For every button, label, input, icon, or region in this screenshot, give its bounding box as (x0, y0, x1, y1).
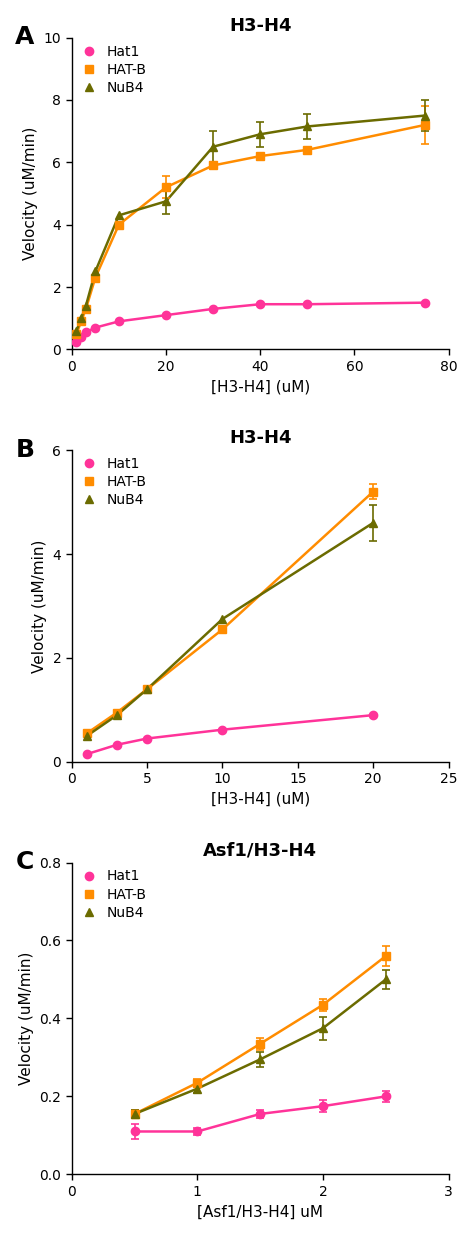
Hat1 (422, 295, 428, 310)
Y-axis label: Velocity (uM/min): Velocity (uM/min) (32, 539, 47, 672)
Hat1 (210, 302, 216, 316)
NuB4 (383, 971, 389, 986)
Line: HAT-B: HAT-B (82, 487, 377, 738)
HAT-B (92, 271, 98, 286)
NuB4 (304, 119, 310, 133)
Legend: Hat1, HAT-B, NuB4: Hat1, HAT-B, NuB4 (79, 869, 146, 920)
X-axis label: [H3-H4] (uM): [H3-H4] (uM) (210, 379, 310, 394)
HAT-B (422, 117, 428, 132)
HAT-B (257, 148, 263, 163)
NuB4 (114, 708, 120, 723)
NuB4 (257, 1052, 263, 1067)
Title: H3-H4: H3-H4 (229, 16, 292, 35)
HAT-B (83, 302, 89, 316)
HAT-B (194, 1075, 200, 1090)
Line: NuB4: NuB4 (73, 111, 429, 335)
NuB4 (116, 208, 122, 222)
HAT-B (84, 726, 90, 740)
X-axis label: [H3-H4] (uM): [H3-H4] (uM) (210, 792, 310, 807)
HAT-B (73, 326, 79, 341)
Title: H3-H4: H3-H4 (229, 429, 292, 447)
X-axis label: [Asf1/H3-H4] uM: [Asf1/H3-H4] uM (197, 1204, 323, 1220)
HAT-B (78, 314, 84, 329)
NuB4 (219, 612, 225, 627)
NuB4 (73, 324, 79, 339)
Line: HAT-B: HAT-B (73, 121, 429, 337)
HAT-B (304, 142, 310, 157)
Line: Hat1: Hat1 (130, 1093, 390, 1136)
NuB4 (163, 194, 169, 209)
Line: NuB4: NuB4 (130, 975, 390, 1119)
HAT-B (257, 1036, 263, 1051)
Title: Asf1/H3-H4: Asf1/H3-H4 (203, 842, 317, 859)
NuB4 (210, 140, 216, 154)
Hat1 (144, 732, 150, 747)
Legend: Hat1, HAT-B, NuB4: Hat1, HAT-B, NuB4 (79, 44, 146, 95)
Hat1 (83, 325, 89, 340)
Hat1 (132, 1124, 137, 1138)
Hat1 (163, 308, 169, 323)
Hat1 (257, 297, 263, 311)
NuB4 (257, 127, 263, 142)
Hat1 (92, 320, 98, 335)
Line: Hat1: Hat1 (73, 299, 429, 346)
Hat1 (320, 1099, 326, 1114)
Hat1 (257, 1106, 263, 1121)
NuB4 (78, 310, 84, 325)
NuB4 (194, 1082, 200, 1096)
Hat1 (116, 314, 122, 329)
Line: NuB4: NuB4 (82, 519, 377, 740)
HAT-B (132, 1106, 137, 1121)
HAT-B (114, 705, 120, 719)
HAT-B (320, 997, 326, 1012)
Hat1 (84, 747, 90, 761)
NuB4 (92, 265, 98, 279)
Text: A: A (15, 25, 35, 49)
Hat1 (194, 1124, 200, 1138)
Hat1 (219, 722, 225, 737)
Hat1 (114, 738, 120, 753)
NuB4 (132, 1106, 137, 1121)
Y-axis label: Velocity (uM/min): Velocity (uM/min) (23, 127, 38, 261)
HAT-B (383, 949, 389, 964)
HAT-B (144, 682, 150, 697)
NuB4 (83, 298, 89, 313)
Hat1 (78, 330, 84, 345)
HAT-B (219, 622, 225, 637)
Hat1 (304, 297, 310, 311)
NuB4 (320, 1021, 326, 1036)
Legend: Hat1, HAT-B, NuB4: Hat1, HAT-B, NuB4 (79, 457, 146, 507)
NuB4 (422, 109, 428, 124)
Line: HAT-B: HAT-B (130, 952, 390, 1119)
NuB4 (84, 728, 90, 743)
Hat1 (73, 334, 79, 349)
Text: B: B (15, 438, 34, 461)
Line: Hat1: Hat1 (82, 711, 377, 758)
NuB4 (144, 682, 150, 697)
HAT-B (210, 158, 216, 173)
Text: C: C (15, 850, 34, 874)
Hat1 (383, 1089, 389, 1104)
HAT-B (163, 180, 169, 195)
Y-axis label: Velocity (uM/min): Velocity (uM/min) (19, 952, 34, 1085)
NuB4 (370, 515, 376, 530)
HAT-B (370, 485, 376, 499)
HAT-B (116, 218, 122, 232)
Hat1 (370, 708, 376, 723)
